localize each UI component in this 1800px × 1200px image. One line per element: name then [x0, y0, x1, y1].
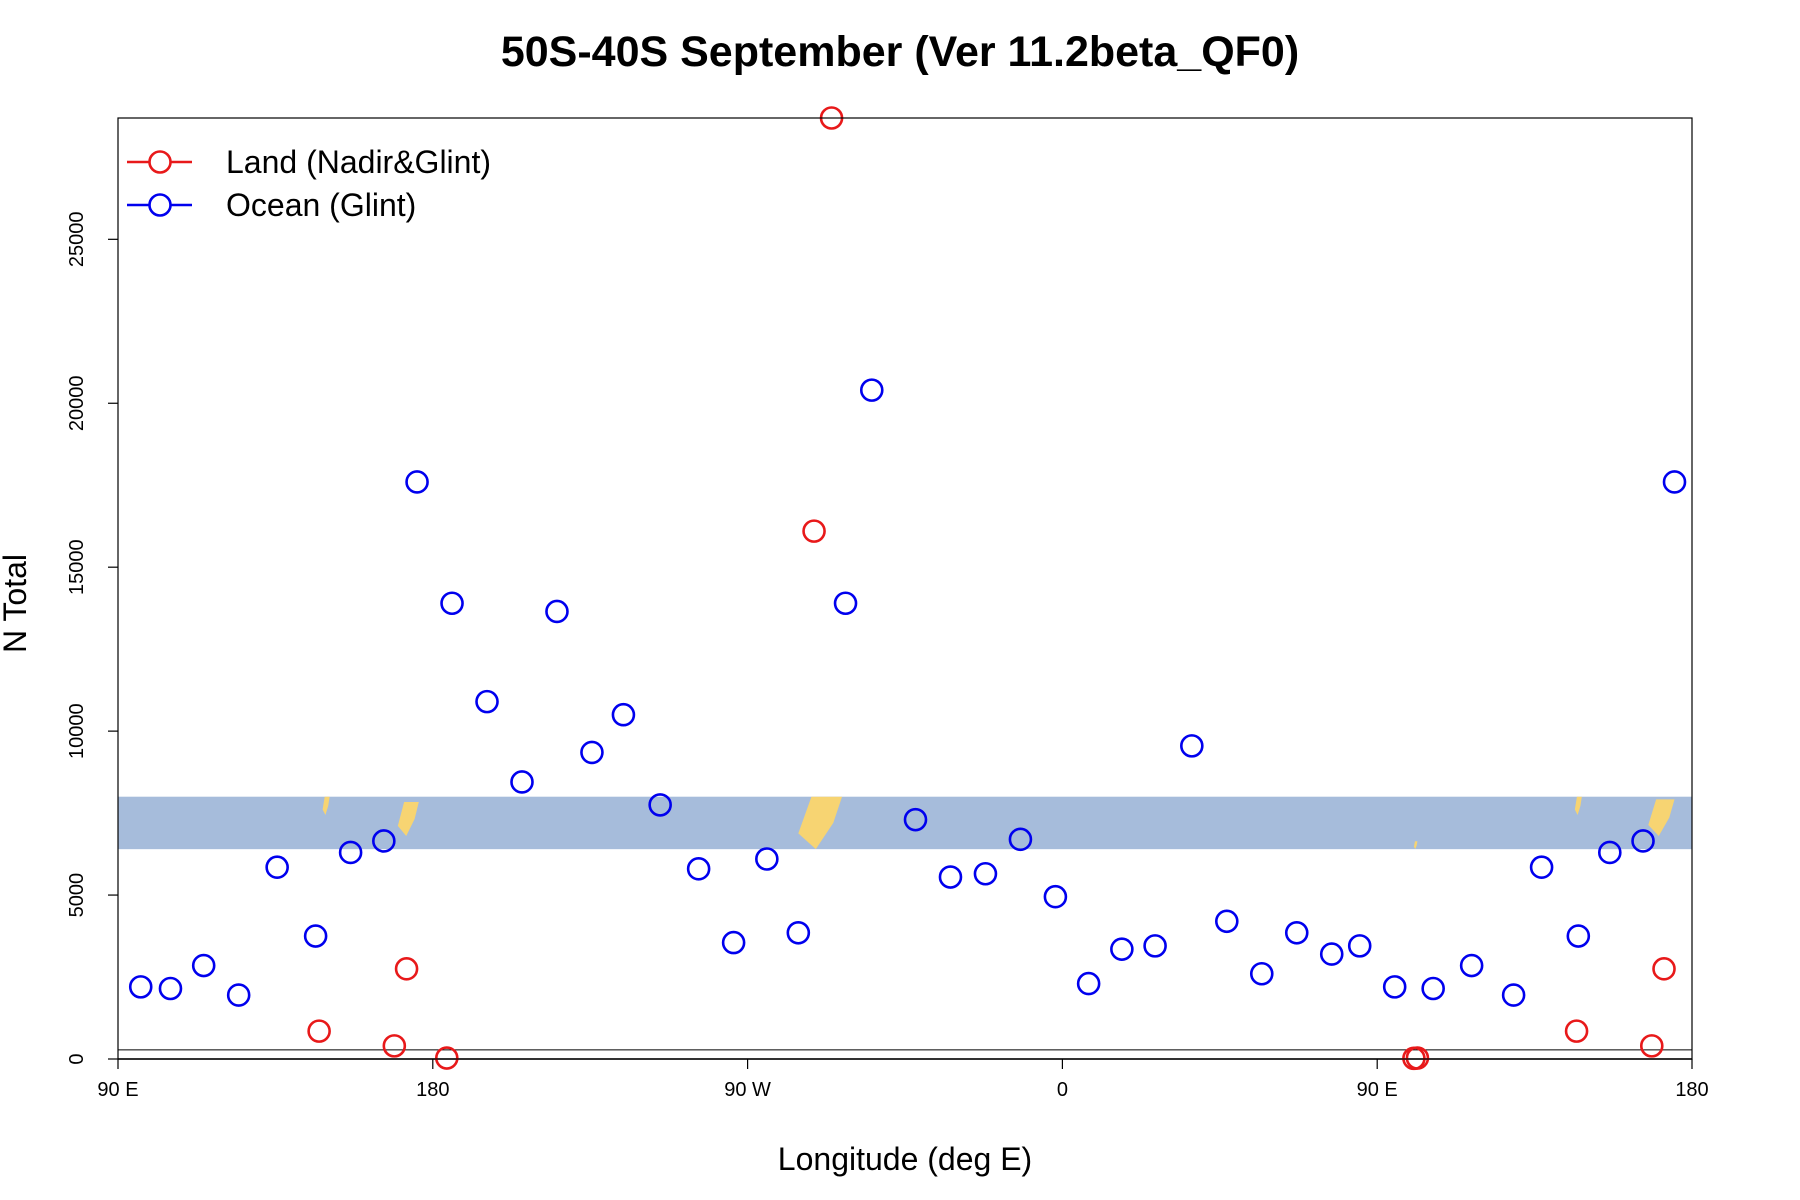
ocean-point [786, 920, 811, 945]
plot-frame [117, 117, 1693, 1060]
ocean-point [372, 829, 396, 853]
ocean-point [859, 378, 884, 402]
x-axis-title: Longitude (deg E) [778, 1141, 1032, 1177]
y-tick-label: 5000 [66, 873, 88, 918]
ocean-point [303, 924, 328, 948]
legend: Land (Nadir&Glint) Ocean (Glint) [127, 144, 491, 223]
x-tick-label: 90 W [724, 1079, 771, 1101]
ocean-point [1382, 975, 1407, 999]
ocean-point [833, 591, 858, 616]
ocean-point [1501, 983, 1526, 1007]
ocean-point [265, 855, 289, 879]
land-point [307, 1019, 331, 1043]
land-point [1652, 957, 1676, 981]
x-tick-label: 180 [1675, 1079, 1708, 1101]
ocean-point [1459, 953, 1484, 978]
y-tick-label: 15000 [66, 539, 88, 595]
ocean-point [1319, 942, 1344, 966]
axes-layer: 90 E 180 90 W 0 90 E 180 0 5000 10000 15000 20000 2… [0, 212, 1709, 1177]
ocean-point [648, 793, 672, 817]
ocean-point [1347, 934, 1372, 958]
land-point [1405, 1046, 1430, 1070]
y-tick-label: 25000 [66, 212, 88, 268]
ocean-point [475, 689, 499, 714]
ocean-point [545, 599, 569, 624]
ocean-point [1662, 470, 1687, 494]
ocean-point [1249, 961, 1274, 986]
ocean-point [1529, 855, 1554, 879]
land-point [1639, 1034, 1664, 1058]
ocean-point [721, 930, 746, 955]
ocean-point [1631, 829, 1655, 853]
legend-marker [148, 193, 172, 217]
ocean-point [973, 861, 998, 886]
ocean-point [1598, 840, 1622, 865]
y-tick-label: 0 [66, 1053, 88, 1064]
ocean-point [611, 702, 636, 727]
land-point [382, 1034, 407, 1058]
land-point [434, 1046, 459, 1070]
ocean-point [1110, 937, 1134, 961]
x-tick-label: 180 [416, 1079, 449, 1101]
ocean-point [1566, 924, 1591, 948]
land-patch [1413, 841, 1418, 850]
land-point [802, 519, 826, 543]
land-patch [1648, 799, 1675, 837]
ocean-point [1076, 971, 1101, 996]
ocean-point [226, 983, 251, 1007]
legend-label: Ocean (Glint) [226, 187, 416, 223]
ocean-point [1421, 976, 1445, 1001]
ocean-point [1043, 884, 1068, 909]
y-axis-title: N Total [0, 554, 33, 653]
ocean-point [580, 740, 604, 765]
ocean-point [1284, 920, 1309, 945]
ocean-point [440, 591, 464, 616]
ocean-point [938, 865, 963, 889]
ocean-point [338, 840, 363, 865]
legend-marker [148, 150, 172, 174]
ocean-point [1008, 827, 1033, 852]
ocean-point [1143, 934, 1167, 958]
land-patch [322, 796, 330, 816]
ocean-point [903, 807, 928, 832]
land-patch [1574, 796, 1582, 816]
ocean-point [158, 976, 183, 1001]
chart-title: 50S-40S September (Ver 11.2beta_QF0) [500, 28, 1300, 76]
land-patch [798, 796, 843, 850]
ocean-point [1180, 734, 1204, 758]
ocean-point [1214, 909, 1239, 934]
land-point [394, 957, 419, 981]
x-tick-label: 90 E [1357, 1079, 1398, 1101]
x-tick-label: 0 [1057, 1079, 1068, 1101]
ocean-point [686, 857, 711, 881]
ocean-point [128, 975, 153, 999]
y-tick-label: 10000 [66, 703, 88, 759]
ocean-point [191, 953, 216, 978]
ocean-point [755, 847, 779, 871]
data-points-layer [128, 106, 1687, 1071]
y-tick-label: 20000 [66, 375, 88, 431]
land-point [1564, 1019, 1589, 1043]
land-patch [397, 801, 419, 837]
x-tick-label: 90 E [97, 1079, 138, 1101]
ocean-point [510, 770, 534, 794]
ocean-point [405, 470, 429, 494]
legend-label: Land (Nadir&Glint) [226, 144, 491, 180]
